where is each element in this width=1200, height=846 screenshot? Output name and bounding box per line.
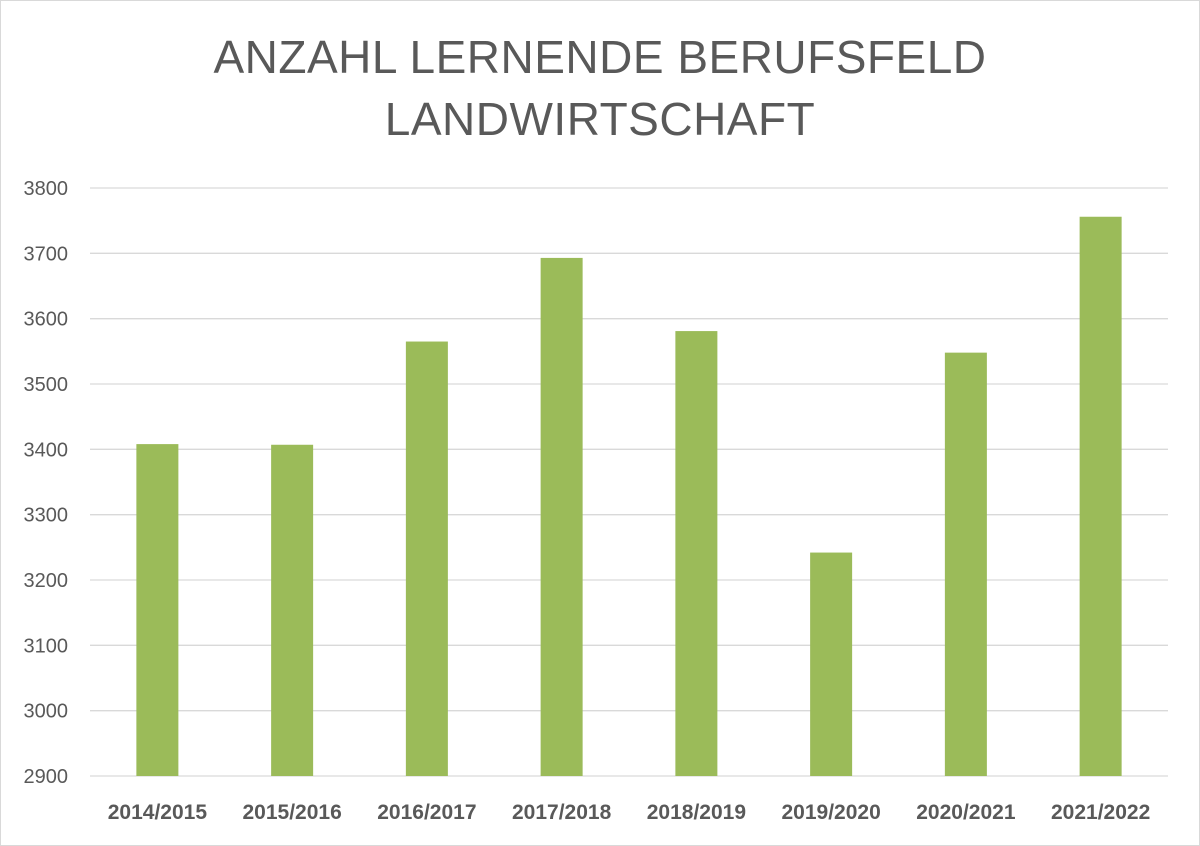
bar (136, 444, 179, 776)
x-tick-label: 2014/2015 (108, 801, 208, 824)
bar (944, 352, 987, 776)
bar (540, 257, 583, 776)
y-tick-label: 3800 (24, 178, 69, 200)
bar (405, 341, 448, 776)
y-tick-label: 3500 (24, 374, 69, 396)
x-tick-label: 2017/2018 (512, 801, 612, 824)
bars (136, 216, 1122, 776)
y-tick-label: 3000 (24, 701, 69, 723)
y-tick-label: 3200 (24, 570, 69, 592)
y-tick-label: 3100 (24, 635, 69, 657)
bar (271, 444, 314, 776)
x-tick-label: 2016/2017 (377, 801, 476, 824)
chart-title-line-2: LANDWIRTSCHAFT (384, 93, 816, 145)
x-axis-ticks: 2014/2015 2015/2016 2016/2017 2017/2018 2018… (108, 801, 1151, 824)
x-tick-label: 2020/2021 (916, 801, 1016, 824)
bar (810, 552, 853, 776)
bar (675, 331, 718, 776)
y-tick-label: 3600 (24, 309, 69, 331)
y-axis-ticks: 2900 3000 3100 3200 3300 3400 3500 3600 3700 3800 (24, 178, 69, 788)
y-tick-label: 2900 (24, 766, 69, 788)
chart-title: ANZAHL LERNENDE BERUFSFELD LANDWIRTSCHAF… (0, 26, 1200, 150)
x-tick-label: 2021/2022 (1051, 801, 1150, 824)
y-tick-label: 3700 (24, 243, 69, 265)
gridlines (90, 187, 1168, 777)
y-tick-label: 3300 (24, 505, 69, 527)
bar (1079, 216, 1122, 776)
x-tick-label: 2019/2020 (781, 801, 880, 824)
x-tick-label: 2015/2016 (242, 801, 341, 824)
chart-title-line-1: ANZAHL LERNENDE BERUFSFELD (213, 31, 987, 83)
y-tick-label: 3400 (24, 439, 69, 461)
x-tick-label: 2018/2019 (647, 801, 746, 824)
